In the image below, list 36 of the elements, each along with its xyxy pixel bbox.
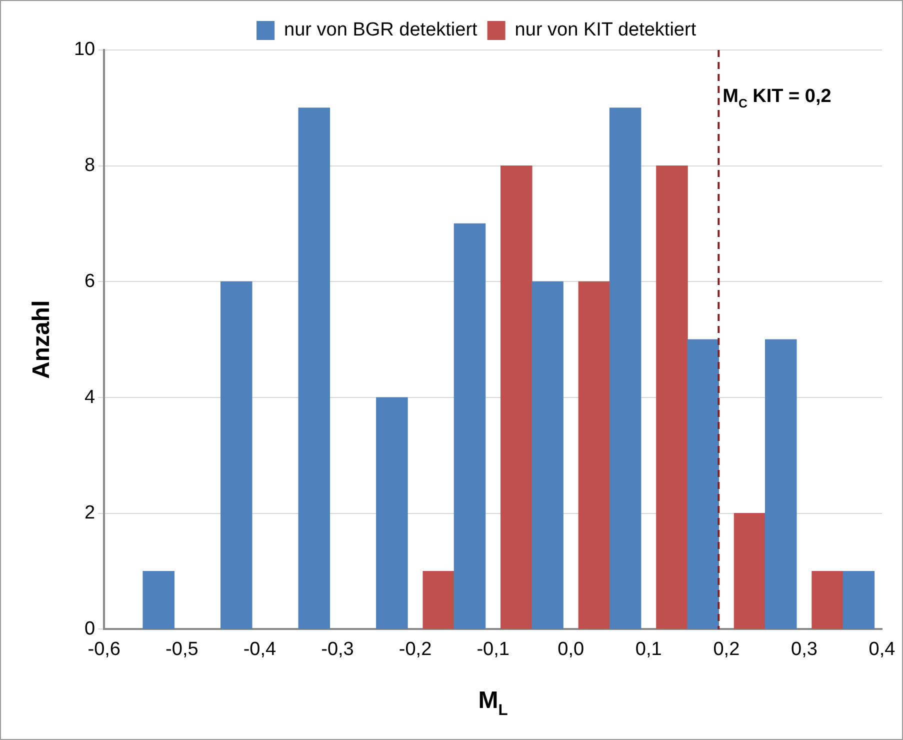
x-tick-label: -0,1 bbox=[476, 638, 510, 660]
x-tick-label: -0,4 bbox=[243, 638, 277, 660]
bar bbox=[578, 281, 610, 630]
x-tick-label: 0,3 bbox=[791, 638, 818, 660]
x-tick-label: 0,0 bbox=[558, 638, 584, 660]
legend-label: nur von BGR detektiert bbox=[284, 20, 478, 41]
bar bbox=[376, 397, 408, 630]
y-tick-label: 4 bbox=[84, 386, 96, 408]
x-tick-label: 0,4 bbox=[868, 638, 896, 660]
x-tick-label: 0,1 bbox=[635, 638, 662, 660]
bar bbox=[454, 223, 486, 630]
y-tick-label: 0 bbox=[84, 618, 96, 640]
y-axis-title: Anzahl bbox=[28, 300, 55, 379]
y-tick-label: 10 bbox=[74, 39, 96, 60]
y-tick-label: 6 bbox=[84, 270, 96, 292]
x-tick-label: -0,3 bbox=[321, 638, 354, 660]
x-tick-label: -0,6 bbox=[88, 638, 121, 660]
bar bbox=[532, 281, 564, 630]
bar bbox=[220, 281, 252, 630]
bar bbox=[687, 339, 719, 630]
x-tick-label: -0,2 bbox=[398, 638, 432, 660]
x-tick-label: 0,2 bbox=[713, 638, 740, 660]
bar bbox=[422, 570, 455, 630]
bar bbox=[656, 166, 688, 630]
bar bbox=[609, 108, 642, 630]
bar bbox=[142, 570, 174, 630]
x-tick-label: -0,5 bbox=[166, 638, 198, 660]
bar bbox=[842, 570, 875, 630]
y-tick-label: 8 bbox=[84, 155, 96, 176]
bar bbox=[764, 339, 797, 630]
legend-label: nur von KIT detektiert bbox=[514, 20, 697, 41]
bar bbox=[500, 166, 532, 630]
bar bbox=[734, 513, 766, 630]
bar bbox=[298, 108, 330, 630]
y-tick-label: 2 bbox=[84, 502, 96, 524]
bar bbox=[812, 570, 844, 630]
